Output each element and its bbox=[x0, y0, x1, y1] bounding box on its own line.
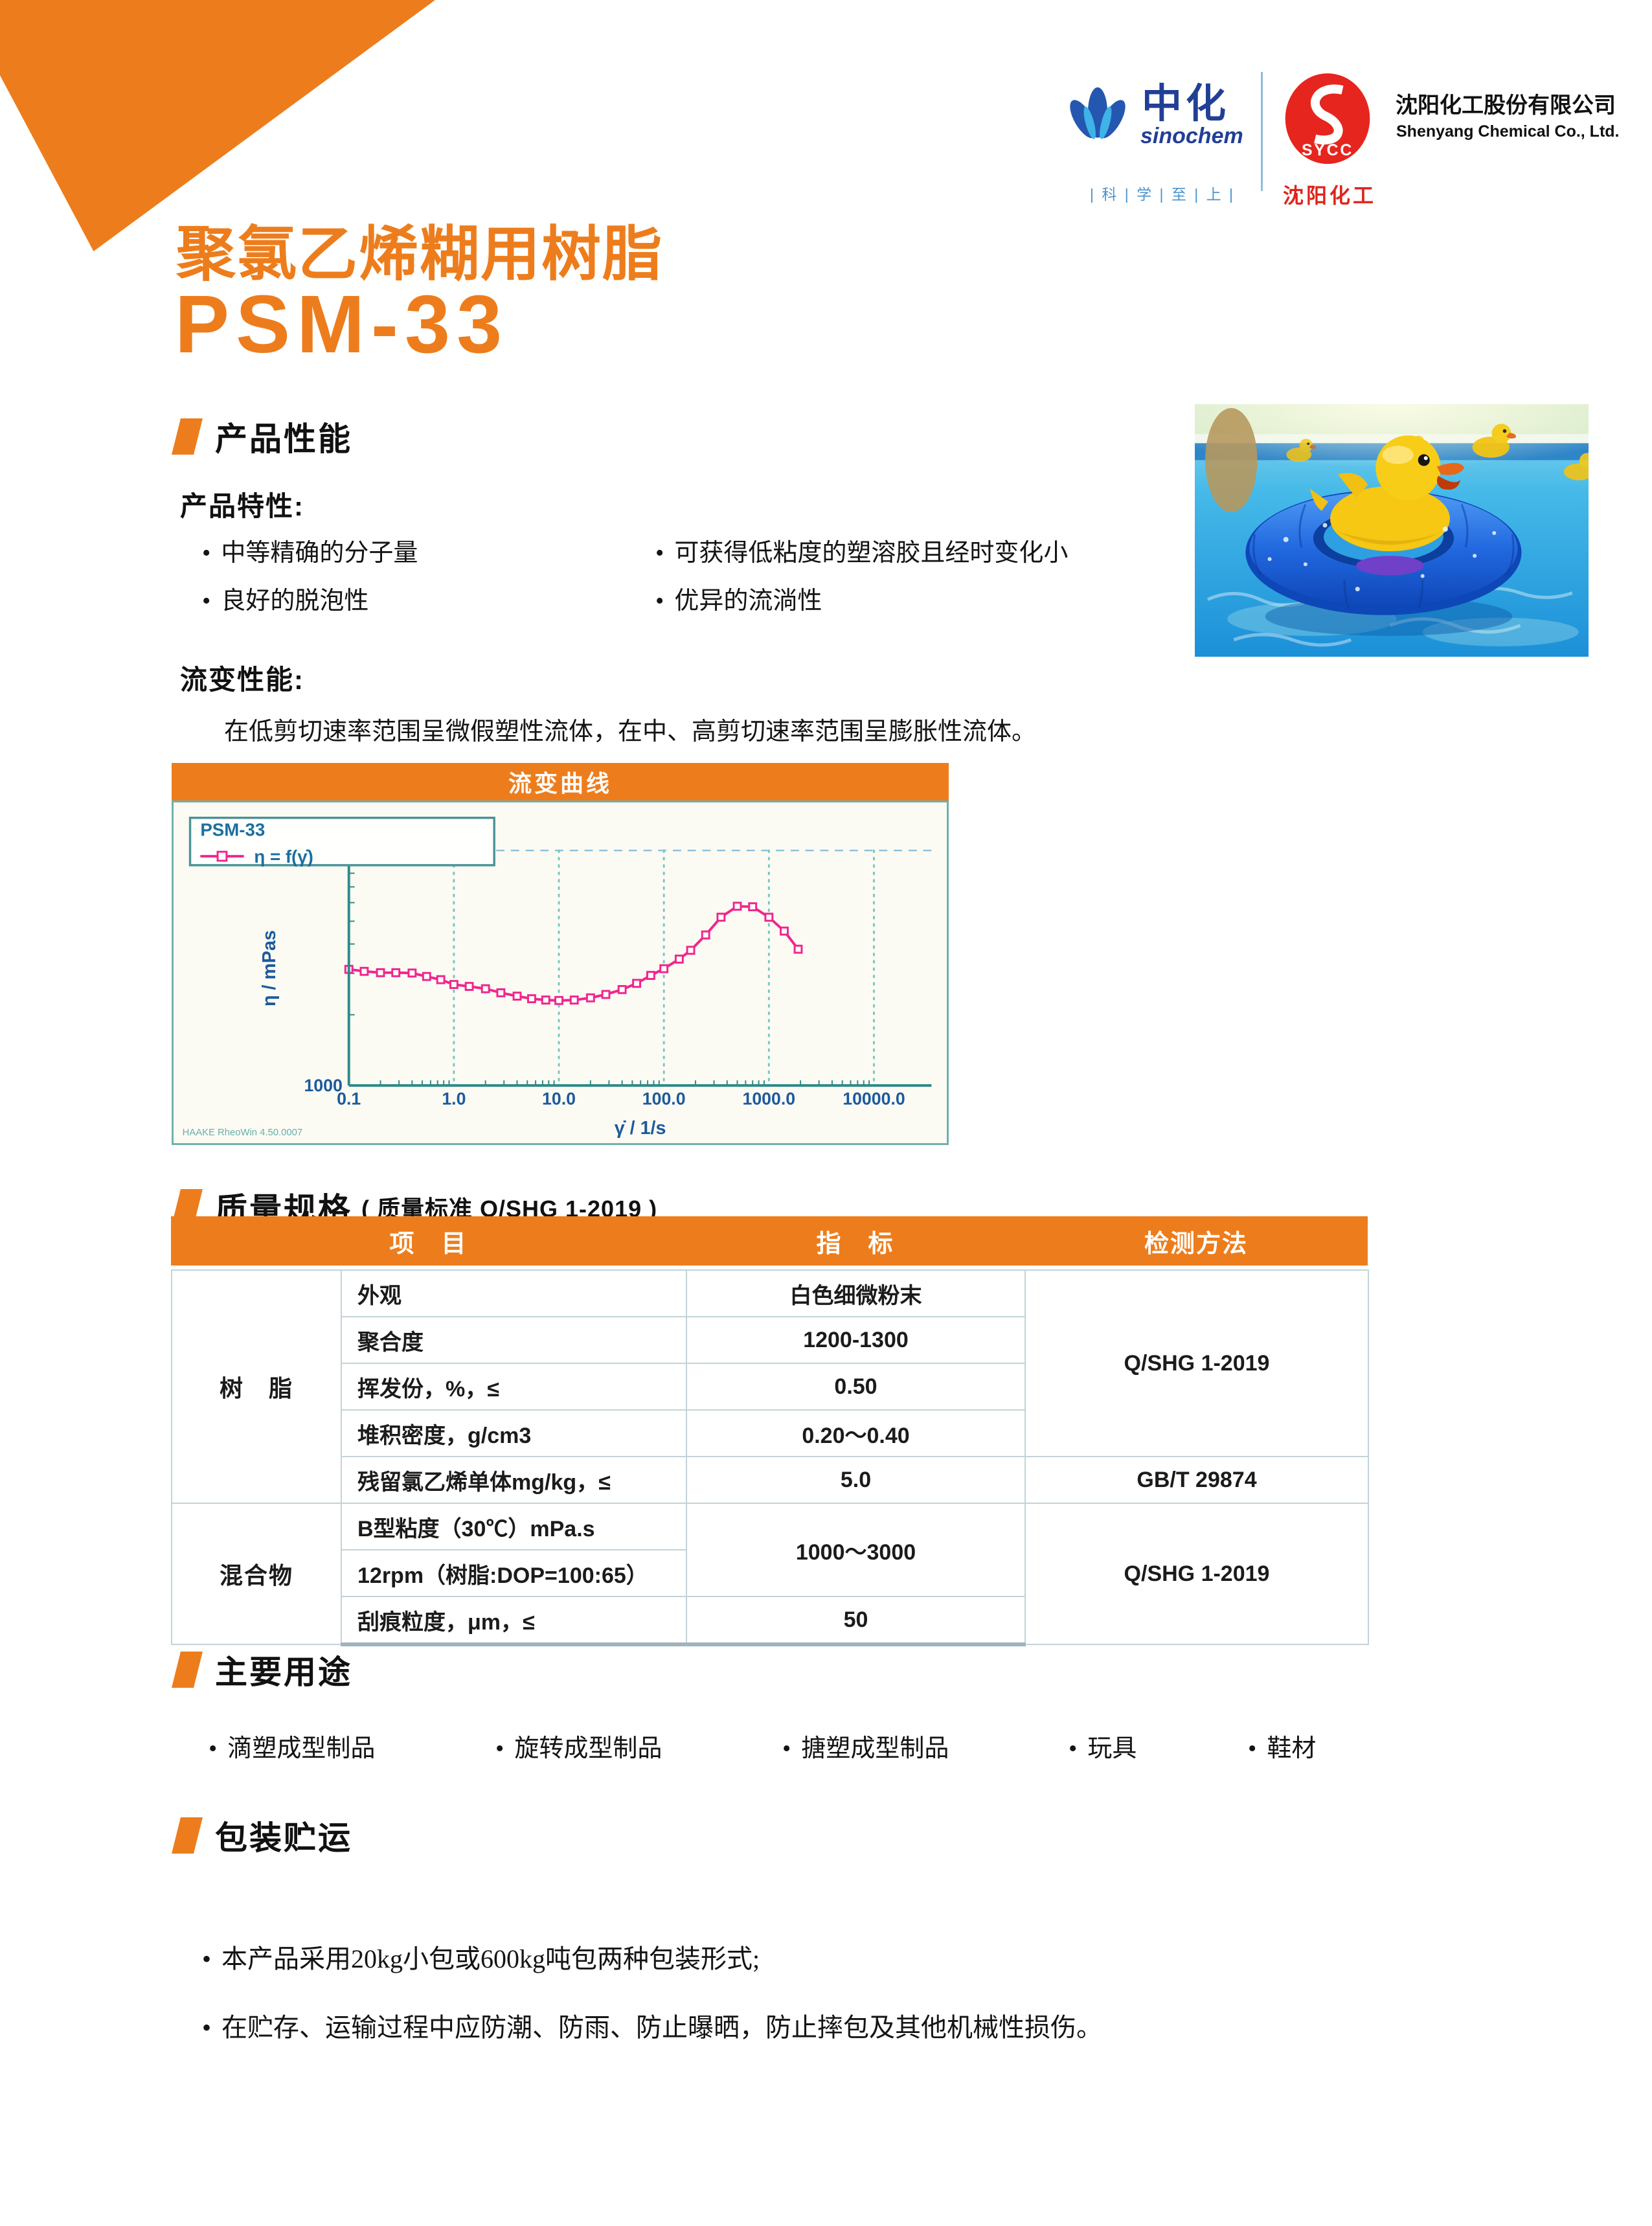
group-cell-mixture: 混合物 bbox=[171, 1503, 342, 1645]
table-row: 12rpm（树脂:DOP=100:65） bbox=[172, 1549, 1368, 1597]
section-packaging-header: 包装贮运 bbox=[172, 1812, 352, 1859]
method-cell: GB/T 29874 bbox=[1024, 1456, 1369, 1504]
y-axis-title: η / mPas bbox=[259, 930, 280, 1006]
feature-item: 良好的脱泡性 bbox=[202, 580, 368, 616]
item-cell: 刮痕粒度，μm，≤ bbox=[341, 1596, 687, 1646]
spec-cell: 1200-1300 bbox=[686, 1316, 1026, 1364]
product-photo-duck-pool bbox=[1195, 404, 1589, 657]
method-cell: Q/SHG 1-2019 bbox=[1024, 1269, 1369, 1457]
chart-legend: PSM-33 η = f(γ̇) bbox=[188, 816, 495, 867]
use-item: 滴塑成型制品 bbox=[209, 1728, 375, 1764]
method-cell: Q/SHG 1-2019 bbox=[1024, 1503, 1369, 1645]
legend-series-label: η = f(γ̇) bbox=[254, 846, 313, 867]
packaging-item: 在贮存、运输过程中应防潮、防雨、防止曝晒，防止摔包及其他机械性损伤。 bbox=[202, 2006, 1549, 2044]
section-uses-title: 主要用途 bbox=[215, 1654, 352, 1690]
sycc-logo-icon: SYCC bbox=[1285, 73, 1370, 165]
use-item: 搪塑成型制品 bbox=[782, 1728, 949, 1764]
item-cell: 堆积密度，g/cm3 bbox=[341, 1409, 687, 1457]
logo-divider bbox=[1261, 72, 1263, 191]
uses-list: 滴塑成型制品 旋转成型制品 搪塑成型制品 玩具 鞋材 bbox=[0, 1728, 1652, 1767]
background-duck bbox=[1563, 453, 1589, 481]
group-cell-resin: 树 脂 bbox=[171, 1269, 342, 1504]
section-performance-header: 产品性能 bbox=[172, 413, 352, 460]
sinochem-lotus-icon bbox=[1070, 87, 1126, 139]
section-marker-icon bbox=[172, 418, 203, 455]
item-cell: 挥发份，%，≤ bbox=[341, 1363, 687, 1411]
table-row: 堆积密度，g/cm3 0.20～0.40 bbox=[172, 1409, 1368, 1457]
chart-panel-title: 流变曲线 bbox=[508, 770, 612, 797]
table-row: 树 脂 外观 白色细微粉末 Q/SHG 1-2019 bbox=[171, 1269, 1369, 1504]
svg-text:1000.0: 1000.0 bbox=[743, 1089, 796, 1109]
packaging-item: 本产品采用20kg小包或600kg吨包两种包装形式; bbox=[202, 1938, 1549, 1975]
legend-marker-sample bbox=[216, 850, 228, 862]
item-cell: 残留氯乙烯单体mg/kg，≤ bbox=[341, 1456, 687, 1504]
table-row: 挥发份，%，≤ 0.50 bbox=[172, 1363, 1368, 1411]
product-type-title: 聚氯乙烯糊用树脂 bbox=[176, 221, 664, 288]
use-item: 旋转成型制品 bbox=[495, 1728, 662, 1764]
col-header-spec: 指 标 bbox=[816, 1230, 894, 1258]
item-cell: B型粘度（30℃）mPa.s bbox=[341, 1503, 687, 1550]
rheology-text: 在低剪切速率范围呈微假塑性流体，在中、高剪切速率范围呈膨胀性流体。 bbox=[224, 718, 1037, 745]
spec-table-header: 项 目 指 标 检测方法 bbox=[171, 1216, 1368, 1266]
svg-text:100.0: 100.0 bbox=[642, 1089, 686, 1109]
svg-text:1.0: 1.0 bbox=[442, 1089, 466, 1109]
company-name-en: Shenyang Chemical Co., Ltd. bbox=[1396, 122, 1620, 141]
section-uses-header: 主要用途 bbox=[172, 1646, 352, 1693]
svg-text:10.0: 10.0 bbox=[542, 1089, 576, 1109]
company-name-cn: 沈阳化工股份有限公司 bbox=[1396, 93, 1616, 118]
svg-text:0.1: 0.1 bbox=[337, 1089, 361, 1109]
brand-header: 中化 sinochem | 科 | 学 | 至 | 上 | SYCC 沈阳化工 … bbox=[1033, 62, 1635, 214]
svg-text:10000.0: 10000.0 bbox=[843, 1089, 905, 1109]
section-marker-icon bbox=[172, 1652, 203, 1688]
section-marker-icon bbox=[172, 1817, 203, 1854]
x-axis-title: γ̇ / 1/s bbox=[615, 1118, 666, 1139]
legend-title: PSM-33 bbox=[200, 819, 265, 839]
table-row: 聚合度 1200-1300 bbox=[172, 1316, 1368, 1364]
table-row: 残留氯乙烯单体mg/kg，≤ 5.0 GB/T 29874 bbox=[172, 1456, 1369, 1504]
feature-item: 优异的流淌性 bbox=[655, 580, 822, 616]
item-cell: 聚合度 bbox=[341, 1316, 687, 1364]
chart-panel-header: 流变曲线 bbox=[172, 763, 949, 801]
spec-cell: 0.20～0.40 bbox=[686, 1409, 1026, 1457]
item-cell: 12rpm（树脂:DOP=100:65） bbox=[341, 1549, 687, 1597]
spec-table: 树 脂 外观 白色细微粉末 Q/SHG 1-2019 聚合度 1200-1300… bbox=[171, 1269, 1369, 1646]
spec-cell: 0.50 bbox=[686, 1363, 1026, 1411]
spec-cell: 5.0 bbox=[686, 1456, 1026, 1504]
background-duck bbox=[1286, 438, 1317, 462]
chart-watermark: HAAKE RheoWin 4.50.0007 bbox=[183, 1128, 302, 1138]
use-item: 玩具 bbox=[1069, 1728, 1137, 1764]
sinochem-en-wordmark: sinochem bbox=[1140, 124, 1243, 148]
svg-text:1000: 1000 bbox=[304, 1076, 342, 1095]
spec-cell: 1000～3000 bbox=[686, 1503, 1026, 1597]
rubber-duck bbox=[1309, 435, 1465, 552]
feature-item: 中等精确的分子量 bbox=[202, 532, 418, 568]
background-duck bbox=[1472, 424, 1517, 458]
feature-item: 可获得低粘度的塑溶胶且经时变化小 bbox=[655, 532, 1068, 568]
sinochem-tagline: | 科 | 学 | 至 | 上 | bbox=[1090, 186, 1235, 203]
section-performance-title: 产品性能 bbox=[215, 421, 352, 457]
use-item: 鞋材 bbox=[1248, 1728, 1316, 1764]
spec-cell: 50 bbox=[686, 1596, 1026, 1646]
water-droplets bbox=[1267, 523, 1497, 591]
sycc-abbr-text: SYCC bbox=[1302, 142, 1353, 159]
features-label: 产品特性: bbox=[180, 491, 304, 521]
sycc-cn-label: 沈阳化工 bbox=[1282, 184, 1376, 207]
item-cell: 外观 bbox=[341, 1269, 687, 1317]
col-header-item: 项 目 bbox=[389, 1230, 468, 1258]
table-row: 混合物 B型粘度（30℃）mPa.s 1000～3000 Q/SHG 1-201… bbox=[171, 1503, 1369, 1645]
table-row: 刮痕粒度，μm，≤ 50 bbox=[172, 1596, 1368, 1646]
rheology-label: 流变性能: bbox=[180, 664, 304, 695]
spec-cell: 白色细微粉末 bbox=[686, 1269, 1026, 1317]
swim-ring-and-duck bbox=[1245, 435, 1522, 636]
sinochem-cn-wordmark: 中化 bbox=[1142, 82, 1230, 126]
section-packaging-title: 包装贮运 bbox=[215, 1820, 352, 1856]
col-header-method: 检测方法 bbox=[1144, 1230, 1248, 1258]
product-code-title: PSM-33 bbox=[175, 278, 509, 370]
